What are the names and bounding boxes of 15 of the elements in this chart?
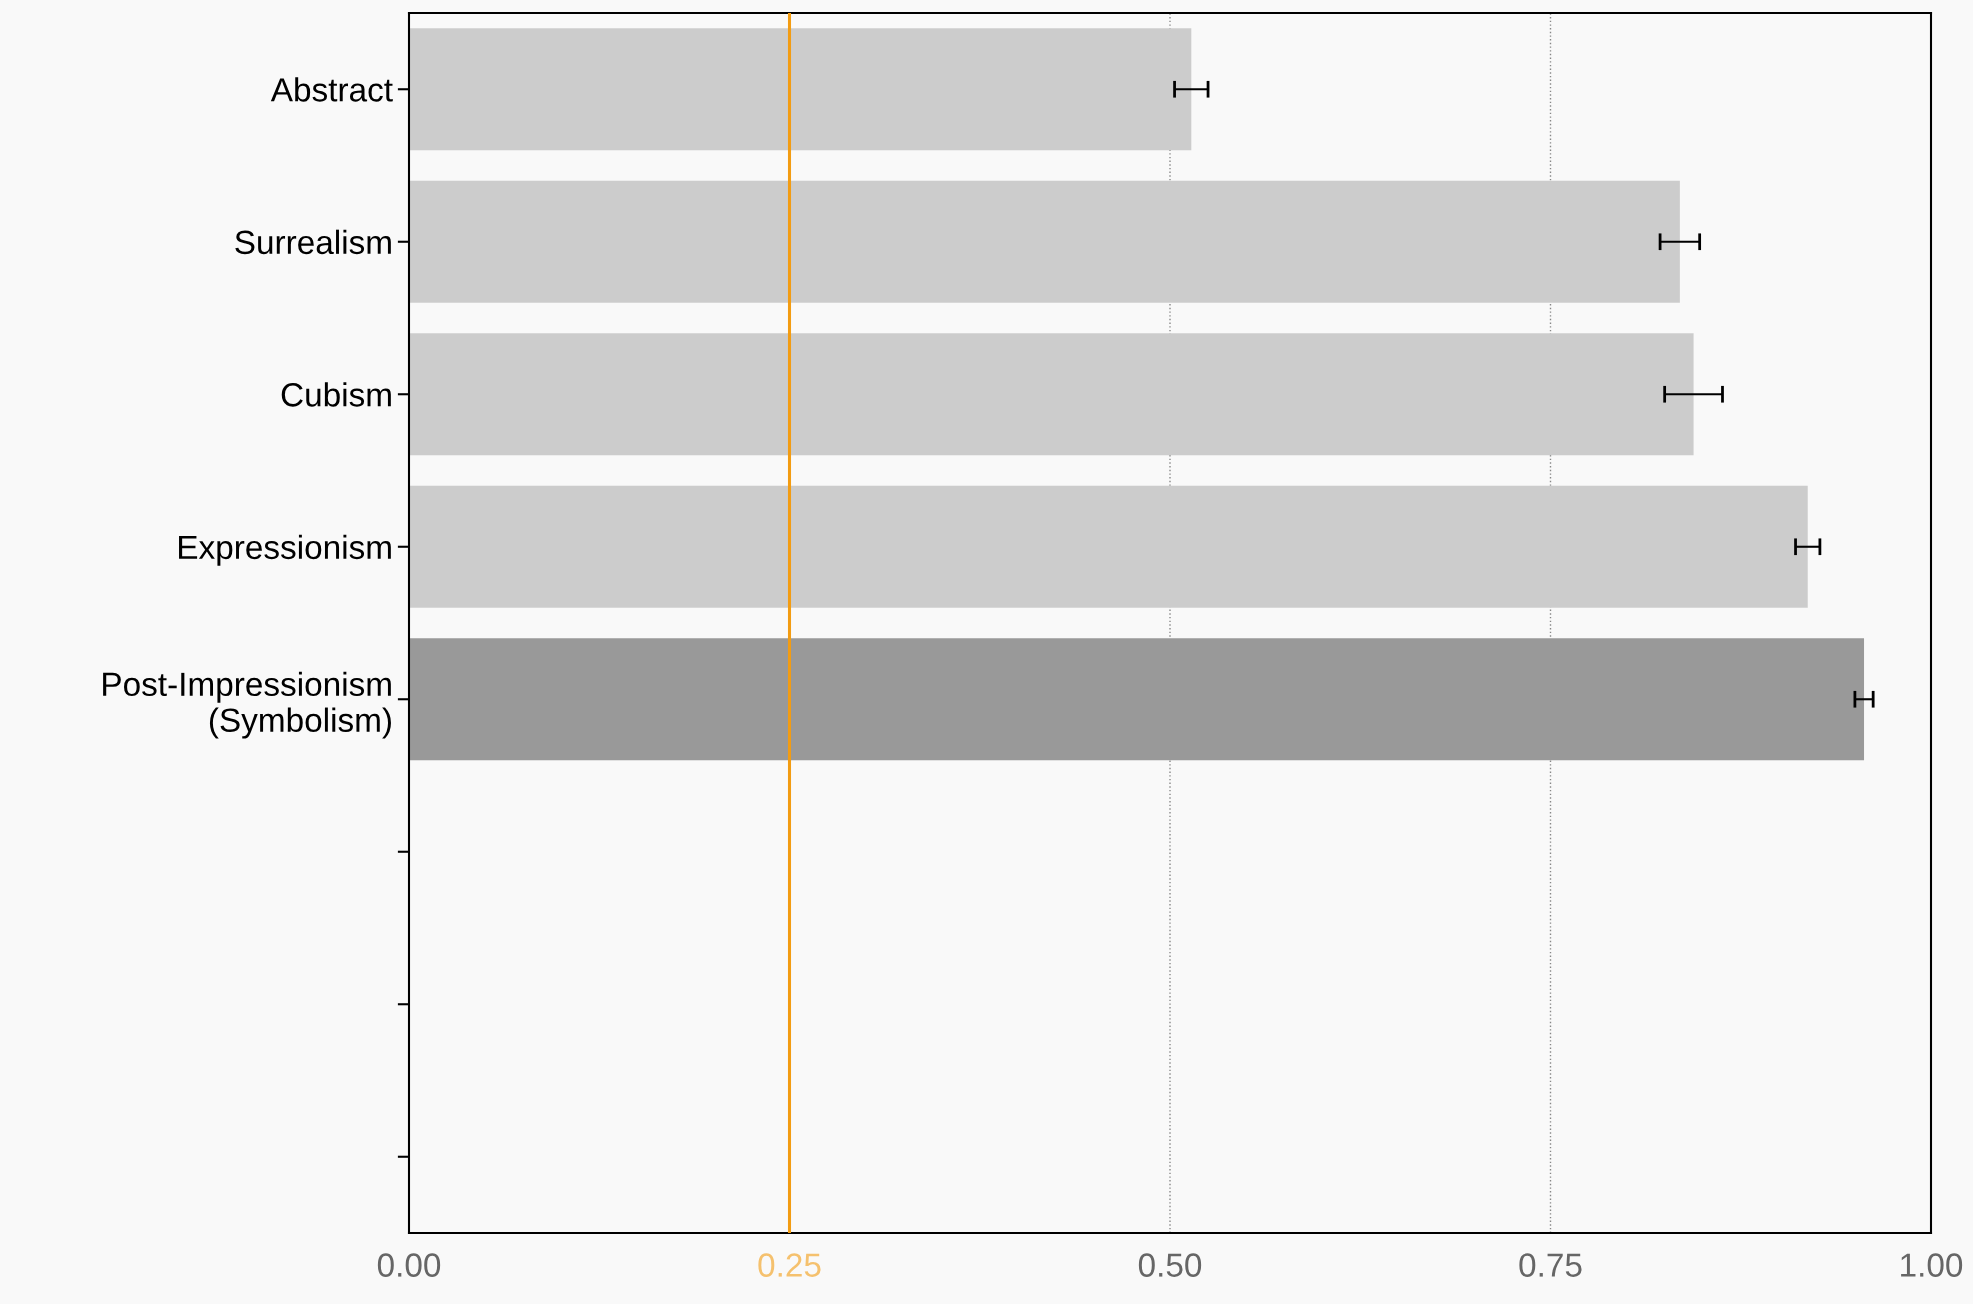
x-tick-label: 0.75 (1519, 1253, 1582, 1277)
bar (409, 485, 1808, 608)
x-tick-label: 0.00 (377, 1253, 441, 1277)
y-tick-label: Cubism (281, 382, 391, 407)
y-tick-label: Abstract (270, 77, 393, 102)
x-tick-label: 0.50 (1138, 1253, 1202, 1277)
y-tick-label: Post-Impressionism (Symbolism) (103, 671, 391, 739)
y-tick-label: Expressionism (179, 534, 391, 566)
bar (409, 28, 1192, 151)
y-tick-label: Surrealism (235, 229, 391, 255)
bar (409, 638, 1865, 761)
bar (409, 333, 1694, 456)
x-tick-label: 0.25 (758, 1253, 821, 1277)
bar (409, 180, 1680, 303)
x-tick-label: 1.00 (1901, 1253, 1963, 1277)
